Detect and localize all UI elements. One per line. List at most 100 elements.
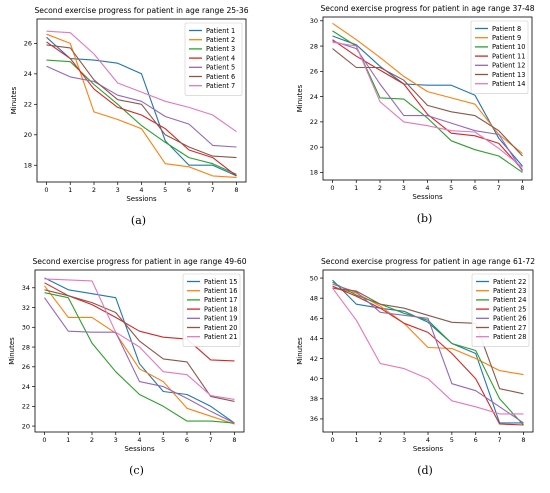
x-tick-label: 2	[378, 436, 382, 444]
x-tick-label: 8	[232, 436, 236, 444]
x-tick-label: 3	[402, 184, 406, 192]
y-axis-label: Minutes	[296, 337, 304, 365]
series-line-patient-2	[46, 33, 237, 178]
chart-title: Second exercise progress for patient in …	[320, 4, 534, 13]
y-tick-label: 50	[310, 274, 318, 282]
legend-entry: Patient 22	[493, 278, 526, 286]
legend-entry: Patient 9	[492, 34, 521, 42]
x-axis-label: Sessions	[412, 193, 443, 201]
x-tick-label: 3	[402, 436, 406, 444]
panel-caption: (b)	[417, 212, 433, 225]
x-tick-label: 0	[44, 186, 48, 194]
x-tick-label: 1	[354, 436, 358, 444]
series-line-patient-4	[46, 41, 237, 177]
legend-entry: Patient 10	[492, 43, 525, 51]
y-tick-label: 26	[24, 40, 32, 48]
y-tick-label: 18	[24, 162, 32, 170]
legend-entry: Patient 15	[204, 278, 237, 286]
series-line-patient-26	[332, 283, 524, 424]
x-tick-label: 4	[426, 436, 430, 444]
series-line-patient-17	[44, 292, 235, 424]
y-tick-label: 20	[310, 143, 318, 151]
series-line-patient-14	[332, 41, 523, 168]
x-tick-label: 6	[185, 436, 189, 444]
y-tick-label: 38	[310, 395, 318, 403]
x-axis-label: Sessions	[126, 195, 157, 203]
chart-title: Second exercise progress for patient in …	[32, 257, 246, 266]
legend-entry: Patient 3	[206, 45, 235, 53]
x-tick-label: 0	[330, 436, 334, 444]
y-tick-label: 24	[310, 93, 318, 101]
x-tick-label: 6	[474, 436, 478, 444]
legend-entry: Patient 2	[206, 36, 235, 44]
legend-box	[470, 20, 529, 94]
y-tick-label: 22	[24, 101, 32, 109]
chart-panel-0: Second exercise progress for patient in …	[10, 6, 249, 227]
y-tick-label: 34	[22, 284, 30, 292]
series-line-patient-6	[46, 44, 237, 159]
legend-entry: Patient 6	[206, 73, 235, 81]
legend-entry: Patient 23	[493, 287, 526, 295]
y-axis-label: Minutes	[10, 86, 18, 114]
y-tick-label: 28	[22, 343, 30, 351]
legend-entry: Patient 26	[493, 315, 526, 323]
legend-entry: Patient 28	[493, 333, 526, 341]
legend-entry: Patient 12	[492, 62, 525, 70]
legend-entry: Patient 5	[206, 64, 235, 72]
series-line-patient-21	[44, 278, 235, 400]
y-tick-label: 20	[22, 422, 30, 430]
chart-panel-2: Second exercise progress for patient in …	[8, 257, 247, 477]
y-tick-label: 18	[310, 169, 318, 177]
legend-entry: Patient 27	[493, 324, 526, 332]
series-line-patient-7	[46, 30, 237, 133]
x-tick-label: 5	[163, 186, 167, 194]
y-tick-label: 44	[310, 335, 318, 343]
series-line-patient-12	[332, 40, 523, 172]
x-tick-label: 3	[114, 436, 118, 444]
series-line-patient-18	[44, 282, 235, 362]
legend-entry: Patient 13	[492, 71, 525, 79]
y-tick-label: 22	[22, 403, 30, 411]
panel-caption: (a)	[131, 214, 146, 227]
y-tick-label: 22	[310, 118, 318, 126]
x-tick-label: 2	[92, 186, 96, 194]
legend-box	[184, 22, 243, 96]
x-tick-label: 3	[116, 186, 120, 194]
x-tick-label: 1	[354, 184, 358, 192]
x-tick-label: 2	[90, 436, 94, 444]
x-tick-label: 4	[425, 184, 429, 192]
legend-entry: Patient 14	[492, 80, 525, 88]
series-line-patient-22	[332, 279, 524, 424]
x-tick-label: 5	[449, 184, 453, 192]
y-axis-label: Minutes	[8, 337, 16, 365]
x-tick-label: 8	[234, 186, 238, 194]
y-tick-label: 24	[22, 383, 30, 391]
chart-title: Second exercise progress for patient in …	[321, 257, 535, 266]
series-line-patient-20	[44, 289, 235, 402]
series-line-patient-16	[44, 285, 235, 425]
x-tick-label: 6	[187, 186, 191, 194]
x-tick-label: 2	[378, 184, 382, 192]
y-tick-label: 42	[310, 355, 318, 363]
y-tick-label: 20	[24, 131, 32, 139]
legend-entry: Patient 21	[204, 333, 237, 341]
x-axis-label: Sessions	[413, 445, 444, 453]
series-line-patient-27	[332, 287, 524, 395]
x-tick-label: 1	[66, 436, 70, 444]
x-tick-label: 7	[211, 186, 215, 194]
x-tick-label: 4	[137, 436, 141, 444]
series-line-patient-25	[332, 285, 524, 426]
y-tick-label: 30	[310, 17, 318, 25]
y-tick-label: 30	[22, 324, 30, 332]
x-tick-label: 0	[330, 184, 334, 192]
legend-entry: Patient 24	[493, 296, 526, 304]
panel-caption: (d)	[417, 464, 433, 477]
legend-entry: Patient 20	[204, 324, 237, 332]
series-line-patient-5	[46, 65, 237, 148]
x-tick-label: 0	[42, 436, 46, 444]
legend-entry: Patient 11	[492, 52, 525, 60]
x-tick-label: 4	[139, 186, 143, 194]
